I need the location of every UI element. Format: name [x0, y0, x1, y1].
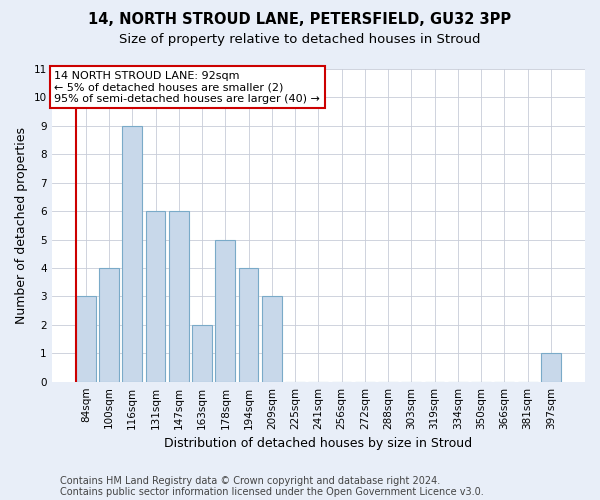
Bar	[122, 126, 142, 382]
Bar	[262, 296, 282, 382]
Bar	[169, 211, 188, 382]
Bar	[99, 268, 119, 382]
Bar	[146, 211, 166, 382]
Text: Contains HM Land Registry data © Crown copyright and database right 2024.: Contains HM Land Registry data © Crown c…	[60, 476, 440, 486]
Bar	[192, 325, 212, 382]
Bar	[239, 268, 259, 382]
Text: 14 NORTH STROUD LANE: 92sqm
← 5% of detached houses are smaller (2)
95% of semi-: 14 NORTH STROUD LANE: 92sqm ← 5% of deta…	[55, 70, 320, 104]
Bar	[215, 240, 235, 382]
Text: Contains public sector information licensed under the Open Government Licence v3: Contains public sector information licen…	[60, 487, 484, 497]
Text: 14, NORTH STROUD LANE, PETERSFIELD, GU32 3PP: 14, NORTH STROUD LANE, PETERSFIELD, GU32…	[88, 12, 512, 28]
X-axis label: Distribution of detached houses by size in Stroud: Distribution of detached houses by size …	[164, 437, 472, 450]
Bar	[541, 354, 561, 382]
Bar	[76, 296, 95, 382]
Y-axis label: Number of detached properties: Number of detached properties	[15, 127, 28, 324]
Text: Size of property relative to detached houses in Stroud: Size of property relative to detached ho…	[119, 32, 481, 46]
